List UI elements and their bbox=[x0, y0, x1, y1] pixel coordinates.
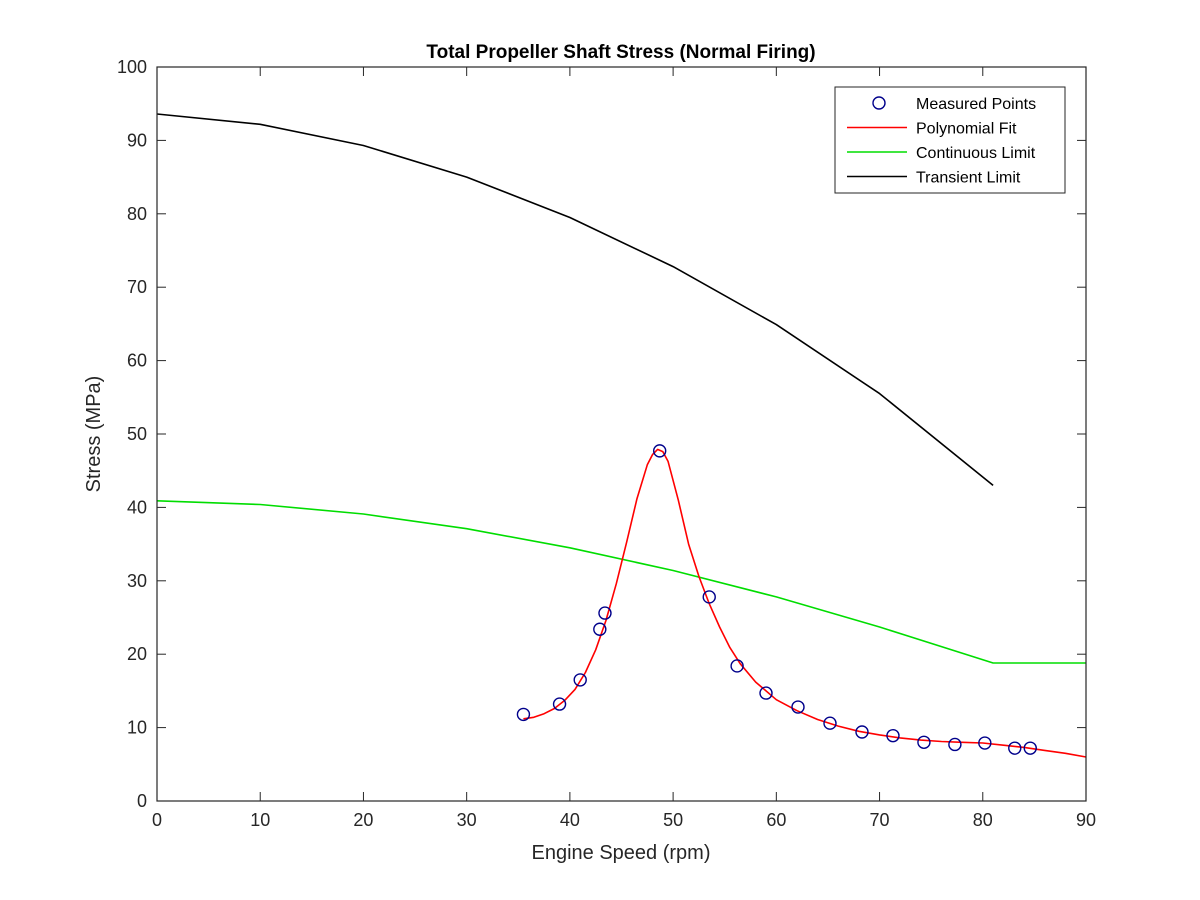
y-tick-label: 40 bbox=[127, 497, 147, 517]
data-point-measured-points bbox=[702, 590, 716, 604]
legend: Measured Points Polynomial Fit Continuous … bbox=[834, 86, 1066, 194]
data-point-measured-points bbox=[855, 725, 869, 739]
x-tick-label: 30 bbox=[457, 810, 477, 830]
data-point-measured-points bbox=[598, 606, 612, 620]
data-point-measured-points bbox=[823, 716, 837, 730]
legend-marker-measured-points bbox=[872, 96, 886, 110]
ticks-layer: 0 10 20 30 40 50 60 70 80 90 0 10 20 30 40 50 60 70 80 90 10… bbox=[117, 57, 1096, 830]
data-point-measured-points bbox=[948, 737, 962, 752]
y-tick-label: 60 bbox=[127, 351, 147, 371]
y-axis-label: Stress (MPa) bbox=[83, 376, 105, 493]
data-point-measured-points bbox=[791, 700, 805, 714]
legend-label-polynomial-fit: Polynomial Fit bbox=[916, 121, 1017, 138]
data-point-measured-points bbox=[652, 444, 667, 458]
legend-label-transient-limit: Transient Limit bbox=[916, 170, 1021, 187]
data-point-measured-points bbox=[1023, 741, 1037, 755]
y-tick-label: 100 bbox=[117, 57, 147, 77]
data-point-measured-points bbox=[573, 673, 587, 687]
data-point-measured-points bbox=[1008, 741, 1022, 755]
chart-title: Total Propeller Shaft Stress (Normal Fir… bbox=[426, 42, 815, 63]
x-tick-label: 40 bbox=[560, 810, 580, 830]
x-tick-label: 80 bbox=[973, 810, 993, 830]
x-tick-label: 20 bbox=[353, 810, 373, 830]
legend-items: Measured Points Polynomial Fit Continuous … bbox=[847, 96, 1036, 187]
y-tick-label: 90 bbox=[127, 130, 147, 150]
y-tick-label: 70 bbox=[127, 277, 147, 297]
series-line-transient-limit bbox=[156, 113, 994, 487]
x-tick-label: 50 bbox=[663, 810, 683, 830]
data-point-measured-points bbox=[759, 686, 773, 700]
y-tick-label: 30 bbox=[127, 571, 147, 591]
y-tick-label: 10 bbox=[127, 718, 147, 738]
x-tick-label: 10 bbox=[250, 810, 270, 830]
y-tick-label: 20 bbox=[127, 644, 147, 664]
x-tick-label: 60 bbox=[766, 810, 786, 830]
data-point-measured-points bbox=[516, 707, 531, 722]
data-point-measured-points bbox=[886, 728, 900, 743]
data-point-measured-points bbox=[917, 735, 931, 749]
series-layer bbox=[156, 113, 1087, 758]
x-tick-label: 0 bbox=[152, 810, 162, 830]
x-tick-label: 90 bbox=[1076, 810, 1096, 830]
y-tick-label: 50 bbox=[127, 424, 147, 444]
legend-label-measured-points: Measured Points bbox=[916, 96, 1036, 113]
y-tick-label: 80 bbox=[127, 204, 147, 224]
data-point-measured-points bbox=[552, 697, 567, 711]
x-axis-label: Engine Speed (rpm) bbox=[532, 842, 711, 864]
data-point-measured-points bbox=[730, 659, 744, 673]
legend-label-continuous-limit: Continuous Limit bbox=[916, 145, 1036, 162]
series-line-continuous-limit bbox=[156, 500, 1086, 664]
y-tick-label: 0 bbox=[137, 791, 147, 811]
data-point-measured-points bbox=[593, 622, 607, 636]
x-tick-label: 70 bbox=[870, 810, 890, 830]
data-point-measured-points bbox=[978, 736, 992, 750]
